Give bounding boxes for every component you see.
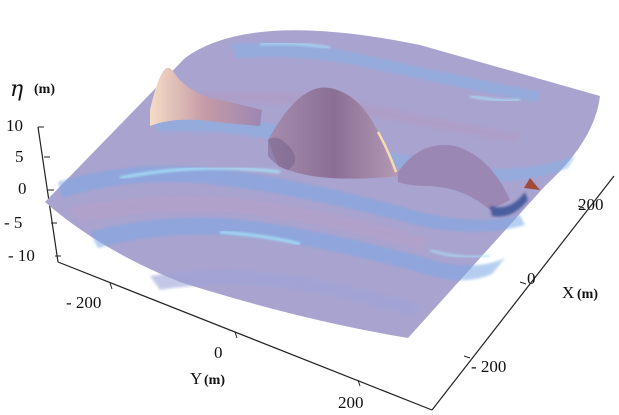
y-axis-unit: (m) <box>204 373 225 388</box>
y-axis <box>57 261 433 411</box>
highlight-streak <box>429 248 491 259</box>
z-tick-label: 10 <box>6 116 23 135</box>
x-axis <box>431 175 615 411</box>
y-ticks: - 200 0 200 <box>66 282 364 412</box>
peak-rim <box>376 131 398 173</box>
x-tick-label: 200 <box>578 195 604 214</box>
z-axis-symbol: η <box>10 77 23 102</box>
highlight-streak <box>119 166 281 180</box>
z-tick-label: - 10 <box>8 246 35 265</box>
right-crest <box>398 145 510 210</box>
y-tick-label: - 200 <box>66 293 101 312</box>
highlight-streak <box>469 94 521 102</box>
x-tick-label: 0 <box>527 269 536 288</box>
z-axis-unit: (m) <box>34 82 55 97</box>
left-crest <box>150 67 262 126</box>
y-axis-name: Y <box>190 369 202 388</box>
central-peak <box>268 87 400 179</box>
y-tick-label: 0 <box>214 343 223 362</box>
right-dark-trough <box>490 192 528 217</box>
lower-band <box>150 269 420 318</box>
z-ticks: 10 5 0 - 5 - 10 <box>4 116 61 265</box>
trough-band <box>230 43 540 102</box>
y-axis-title: Y (m) <box>190 369 225 388</box>
x-tick-label: - 200 <box>471 357 506 376</box>
x-ticks: 200 0 - 200 <box>463 195 604 376</box>
z-tick-label: 5 <box>15 147 24 166</box>
right-spike <box>524 178 540 190</box>
surface <box>45 30 600 338</box>
x-axis-unit: (m) <box>577 287 598 302</box>
peak-shadow <box>268 137 296 170</box>
z-tick-label: - 5 <box>4 213 22 232</box>
z-tick-label: 0 <box>18 179 27 198</box>
crest-band <box>70 196 430 250</box>
z-axis-title: η (m) <box>10 77 55 102</box>
z-axis <box>37 126 59 263</box>
trough-band <box>58 165 525 232</box>
highlight-streak <box>259 42 331 50</box>
y-tick-label: 200 <box>338 393 364 412</box>
highlight-streak <box>219 230 301 246</box>
x-axis-title: X (m) <box>562 283 598 302</box>
x-axis-name: X <box>562 283 574 302</box>
crest-band <box>200 91 520 142</box>
trough-band <box>90 217 505 281</box>
